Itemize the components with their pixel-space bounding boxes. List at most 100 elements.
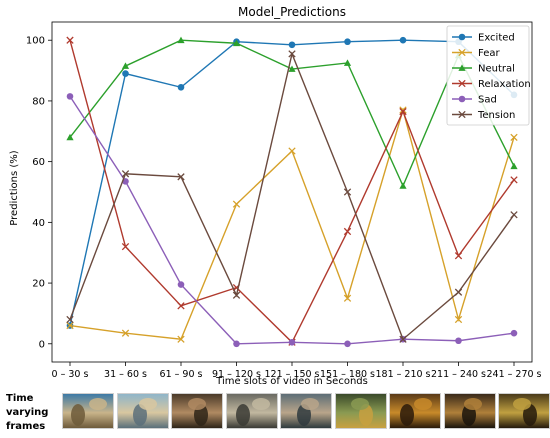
data-point-fear (66, 321, 74, 330)
data-point-excited (399, 36, 407, 44)
data-point-neutral (288, 65, 296, 72)
chart-title: Model_Predictions (238, 5, 346, 19)
data-point-sad (344, 340, 351, 348)
frame-shape (132, 404, 147, 426)
x-tick-label: 211 – 240 s (431, 369, 486, 380)
video-frame-thumbnail (171, 393, 223, 429)
frames-label: Time varying frames (6, 393, 49, 432)
data-point-neutral (66, 133, 74, 141)
frame-shape (523, 404, 537, 426)
y-tick-label: 100 (26, 36, 45, 47)
data-point-sad (455, 337, 462, 345)
data-point-tension (121, 170, 130, 178)
data-point-relaxation (454, 252, 463, 260)
frame-shape (513, 398, 531, 410)
series-line-sad (69, 95, 515, 345)
legend-label-neutral: Neutral (478, 64, 515, 75)
y-tick-label: 0 (39, 339, 45, 350)
data-point-neutral (399, 182, 407, 189)
y-axis-label: Predictions (%) (9, 150, 20, 225)
video-frame-thumbnail (280, 393, 332, 429)
y-tick-label: 20 (32, 279, 45, 290)
video-frame-thumbnail (116, 393, 169, 429)
legend-label-tension: Tension (477, 110, 515, 121)
data-point-relaxation (66, 36, 74, 44)
video-frame-thumbnail (225, 393, 278, 429)
data-point-excited (177, 83, 185, 91)
data-point-relaxation (510, 176, 518, 184)
frame-shape (301, 398, 319, 410)
data-point-relaxation (399, 107, 407, 116)
data-point-relaxation (121, 242, 130, 251)
data-point-fear (288, 147, 296, 155)
series-line-fear (69, 107, 515, 340)
data-point-neutral (121, 62, 130, 69)
legend: Excited Fear Neutral Relaxation Sad Tension (446, 25, 531, 126)
data-point-tension (510, 211, 518, 219)
video-frame-thumbnail (443, 393, 496, 429)
legend-marker-tension (458, 110, 466, 119)
frame-shape (414, 398, 432, 410)
data-point-sad (288, 338, 296, 346)
data-point-fear (121, 329, 130, 337)
frame-shape (89, 398, 107, 410)
data-point-fear (177, 335, 185, 343)
line-chart: Model_Predictions 0 20 40 60 80 100 0 – 30 s 31… (9, 5, 542, 387)
legend-marker-neutral (458, 64, 466, 71)
data-point-neutral (232, 39, 241, 47)
data-point-tension (177, 173, 185, 181)
data-point-tension (66, 315, 74, 324)
video-frame-thumbnail (62, 393, 114, 429)
x-tick-label: 0 – 30 s (52, 369, 89, 380)
data-point-sad (233, 340, 240, 348)
y-tick-label: 40 (32, 218, 45, 229)
data-point-neutral (343, 59, 352, 66)
frame-shape (138, 398, 157, 410)
legend-box (446, 25, 530, 126)
frame-shape (251, 398, 270, 410)
data-point-neutral (177, 36, 185, 44)
x-tick-label: 31 – 60 s (104, 369, 147, 380)
x-tick-label: 61 – 90 s (160, 369, 203, 380)
video-frame-thumbnail (334, 393, 387, 429)
legend-marker-relaxation (458, 79, 466, 88)
data-point-tension (232, 291, 241, 299)
data-point-neutral (510, 162, 518, 170)
video-frame-thumbnail (498, 393, 550, 429)
legend-label-sad: Sad (478, 95, 497, 106)
plot-area: 0 20 40 60 80 100 0 – 30 s 31 – 60 s 61 – 90 s 91… (26, 21, 542, 380)
data-point-excited (288, 41, 296, 49)
y-tick-label: 80 (32, 96, 45, 107)
data-point-tension (343, 188, 352, 196)
data-point-excited (344, 38, 351, 46)
data-point-sad (66, 93, 74, 100)
x-tick-label: 121 – 150 s (264, 369, 319, 380)
data-point-excited (122, 70, 129, 77)
frame-shape (463, 398, 482, 410)
legend-label-relaxation: Relaxation (478, 79, 531, 90)
x-axis-label: Time slots of video in Seconds (215, 376, 368, 387)
legend-marker-fear (458, 48, 466, 57)
frame-shape (71, 404, 85, 426)
x-tick-label: 151 – 180 s (320, 369, 375, 380)
x-tick-label: 181 – 210 s (375, 369, 430, 380)
data-point-sad (177, 281, 185, 288)
data-point-fear (454, 315, 463, 324)
frame-shape (235, 404, 250, 426)
legend-marker-sad (458, 95, 466, 103)
frame-shape (400, 404, 414, 426)
data-point-sad (510, 329, 518, 337)
data-point-tension (454, 288, 463, 296)
data-point-relaxation (177, 302, 185, 310)
x-tick-label: 91 – 120 s (212, 369, 261, 380)
data-point-fear (232, 200, 241, 208)
data-point-tension (288, 50, 296, 58)
data-point-fear (510, 133, 518, 142)
data-point-relaxation (343, 227, 352, 236)
x-tick-label: 241 – 270 s (486, 369, 541, 380)
legend-marker-excited (458, 33, 466, 41)
legend-label-fear: Fear (478, 48, 500, 59)
frame-shape (350, 398, 369, 410)
frame-shape (188, 398, 206, 410)
